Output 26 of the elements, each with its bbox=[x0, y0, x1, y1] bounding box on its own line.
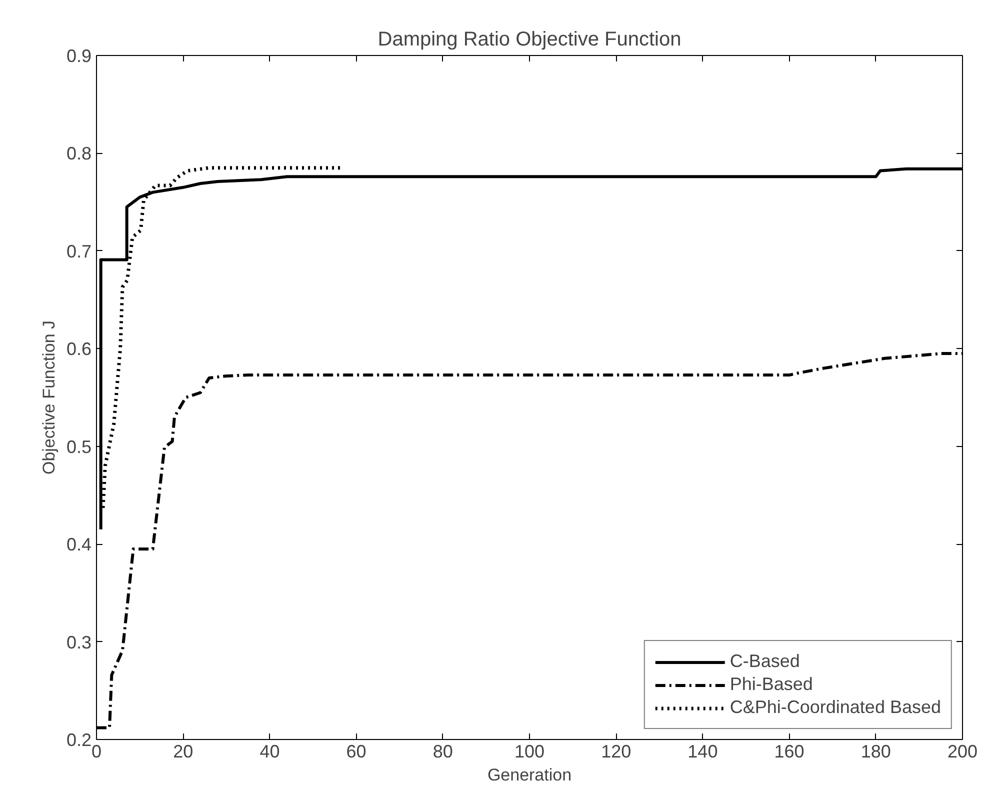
y-tick-label: 0.9 bbox=[66, 46, 92, 66]
x-tick-label: 40 bbox=[260, 742, 280, 762]
legend-label: Phi-Based bbox=[730, 674, 813, 695]
x-tick-label: 200 bbox=[947, 742, 978, 762]
y-tick-label: 0.7 bbox=[66, 241, 92, 262]
y-tick-label: 0.5 bbox=[66, 436, 92, 457]
x-tick-label: 180 bbox=[860, 742, 891, 762]
y-tick-label: 0.4 bbox=[66, 534, 92, 555]
x-tick-label: 60 bbox=[346, 742, 366, 762]
x-tick-label: 0 bbox=[91, 742, 102, 762]
x-axis-title: Generation bbox=[487, 766, 572, 784]
x-tick-label: 80 bbox=[432, 742, 453, 762]
x-tick-label: 120 bbox=[601, 742, 632, 762]
y-tick-label: 0.3 bbox=[66, 632, 92, 652]
legend-label: C&Phi-Coordinated Based bbox=[730, 697, 941, 718]
x-tick-label: 20 bbox=[173, 742, 194, 762]
x-tick-label: 160 bbox=[774, 742, 804, 762]
x-tick-label: 100 bbox=[514, 742, 545, 762]
y-axis-title: Objective Function J bbox=[39, 320, 58, 475]
legend-label: C-Based bbox=[730, 651, 800, 672]
line-series bbox=[96, 352, 962, 730]
y-tick-label: 0.6 bbox=[66, 339, 92, 360]
x-tick-label: 140 bbox=[688, 742, 718, 762]
y-tick-label: 0.2 bbox=[66, 730, 92, 750]
chart-title: Damping Ratio Objective Function bbox=[378, 28, 682, 50]
y-tick-label: 0.8 bbox=[66, 144, 92, 164]
